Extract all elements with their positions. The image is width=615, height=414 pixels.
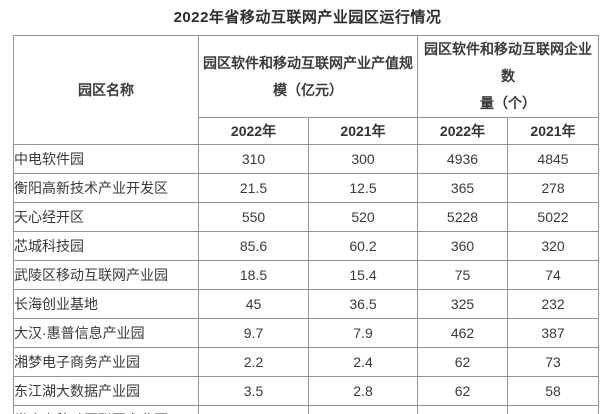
value-cell: 4845 [507,144,599,174]
table-row: 湘梦电子商务产业园 2.2 2.4 62 73 [13,347,599,377]
value-cell: 2.2 [198,347,309,377]
value-cell: 300 [308,144,418,174]
value-cell: 636 [507,405,599,414]
value-cell: 310 [198,144,309,174]
value-cell: 3.5 [198,376,309,406]
value-cell: 2.8 [308,376,418,406]
value-cell: 387 [507,318,599,348]
header-revenue-2021: 2021年 [308,117,418,145]
value-cell: 62 [417,347,508,377]
value-cell: 462 [417,318,508,348]
page-title: 2022年省移动互联网产业园区运行情况 [173,9,442,26]
table-row: 衡阳高新技术产业开发区 21.5 12.5 365 278 [13,173,599,203]
value-cell: 5022 [507,202,599,232]
table-row: 中电软件园 310 300 4936 4845 [13,144,599,174]
park-name-cell: 大汉·惠普信息产业园 [13,318,199,348]
table-row: 大汉·惠普信息产业园 9.7 7.9 462 387 [13,318,599,348]
table-row: 长海创业基地 45 36.5 325 232 [13,289,599,319]
park-name-cell: 中电软件园 [13,144,199,174]
table-row: 娄底市移动互联网产业园 19.1 16 750 636 [13,405,599,414]
value-cell: 520 [308,202,418,232]
header-companies-2021: 2021年 [507,117,599,145]
park-name-cell: 娄底市移动互联网产业园 [13,405,199,414]
park-name-cell: 芯城科技园 [13,231,199,261]
value-cell: 60.2 [308,231,418,261]
value-cell: 360 [417,231,508,261]
table-row: 天心经开区 550 520 5228 5022 [13,202,599,232]
park-name-cell: 衡阳高新技术产业开发区 [13,173,199,203]
value-cell: 62 [417,376,508,406]
value-cell: 45 [198,289,309,319]
header-park-name: 园区名称 [13,35,199,145]
value-cell: 750 [417,405,508,414]
table-row: 东江湖大数据产业园 3.5 2.8 62 58 [13,376,599,406]
value-cell: 5228 [417,202,508,232]
parks-table: 园区名称 园区软件和移动互联网产业产值规 模（亿元） 园区软件和移动互联网企业数… [13,35,599,414]
value-cell: 58 [507,376,599,406]
header-group-companies: 园区软件和移动互联网企业数 量（个） [417,35,599,118]
value-cell: 550 [198,202,309,232]
value-cell: 278 [507,173,599,203]
value-cell: 74 [507,260,599,290]
value-cell: 320 [507,231,599,261]
value-cell: 18.5 [198,260,309,290]
park-name-cell: 长海创业基地 [13,289,199,319]
value-cell: 232 [507,289,599,319]
park-name-cell: 天心经开区 [13,202,199,232]
value-cell: 7.9 [308,318,418,348]
value-cell: 73 [507,347,599,377]
value-cell: 15.4 [308,260,418,290]
table-row: 芯城科技园 85.6 60.2 360 320 [13,231,599,261]
value-cell: 4936 [417,144,508,174]
value-cell: 16 [308,405,418,414]
value-cell: 325 [417,289,508,319]
table-row: 武陵区移动互联网产业园 18.5 15.4 75 74 [13,260,599,290]
value-cell: 75 [417,260,508,290]
park-name-cell: 东江湖大数据产业园 [13,376,199,406]
park-name-cell: 湘梦电子商务产业园 [13,347,199,377]
value-cell: 365 [417,173,508,203]
value-cell: 12.5 [308,173,418,203]
value-cell: 21.5 [198,173,309,203]
group-header-row: 园区名称 园区软件和移动互联网产业产值规 模（亿元） 园区软件和移动互联网企业数… [13,35,599,145]
park-name-cell: 武陵区移动互联网产业园 [13,260,199,290]
year-header-row: 2022年 2021年 2022年 2021年 [14,117,599,145]
header-companies-2022: 2022年 [417,117,508,145]
header-revenue-2022: 2022年 [198,117,309,145]
value-cell: 2.4 [308,347,418,377]
value-cell: 36.5 [308,289,418,319]
value-cell: 9.7 [198,318,309,348]
header-group-revenue: 园区软件和移动互联网产业产值规 模（亿元） [198,35,418,118]
value-cell: 85.6 [198,231,309,261]
value-cell: 19.1 [198,405,309,414]
